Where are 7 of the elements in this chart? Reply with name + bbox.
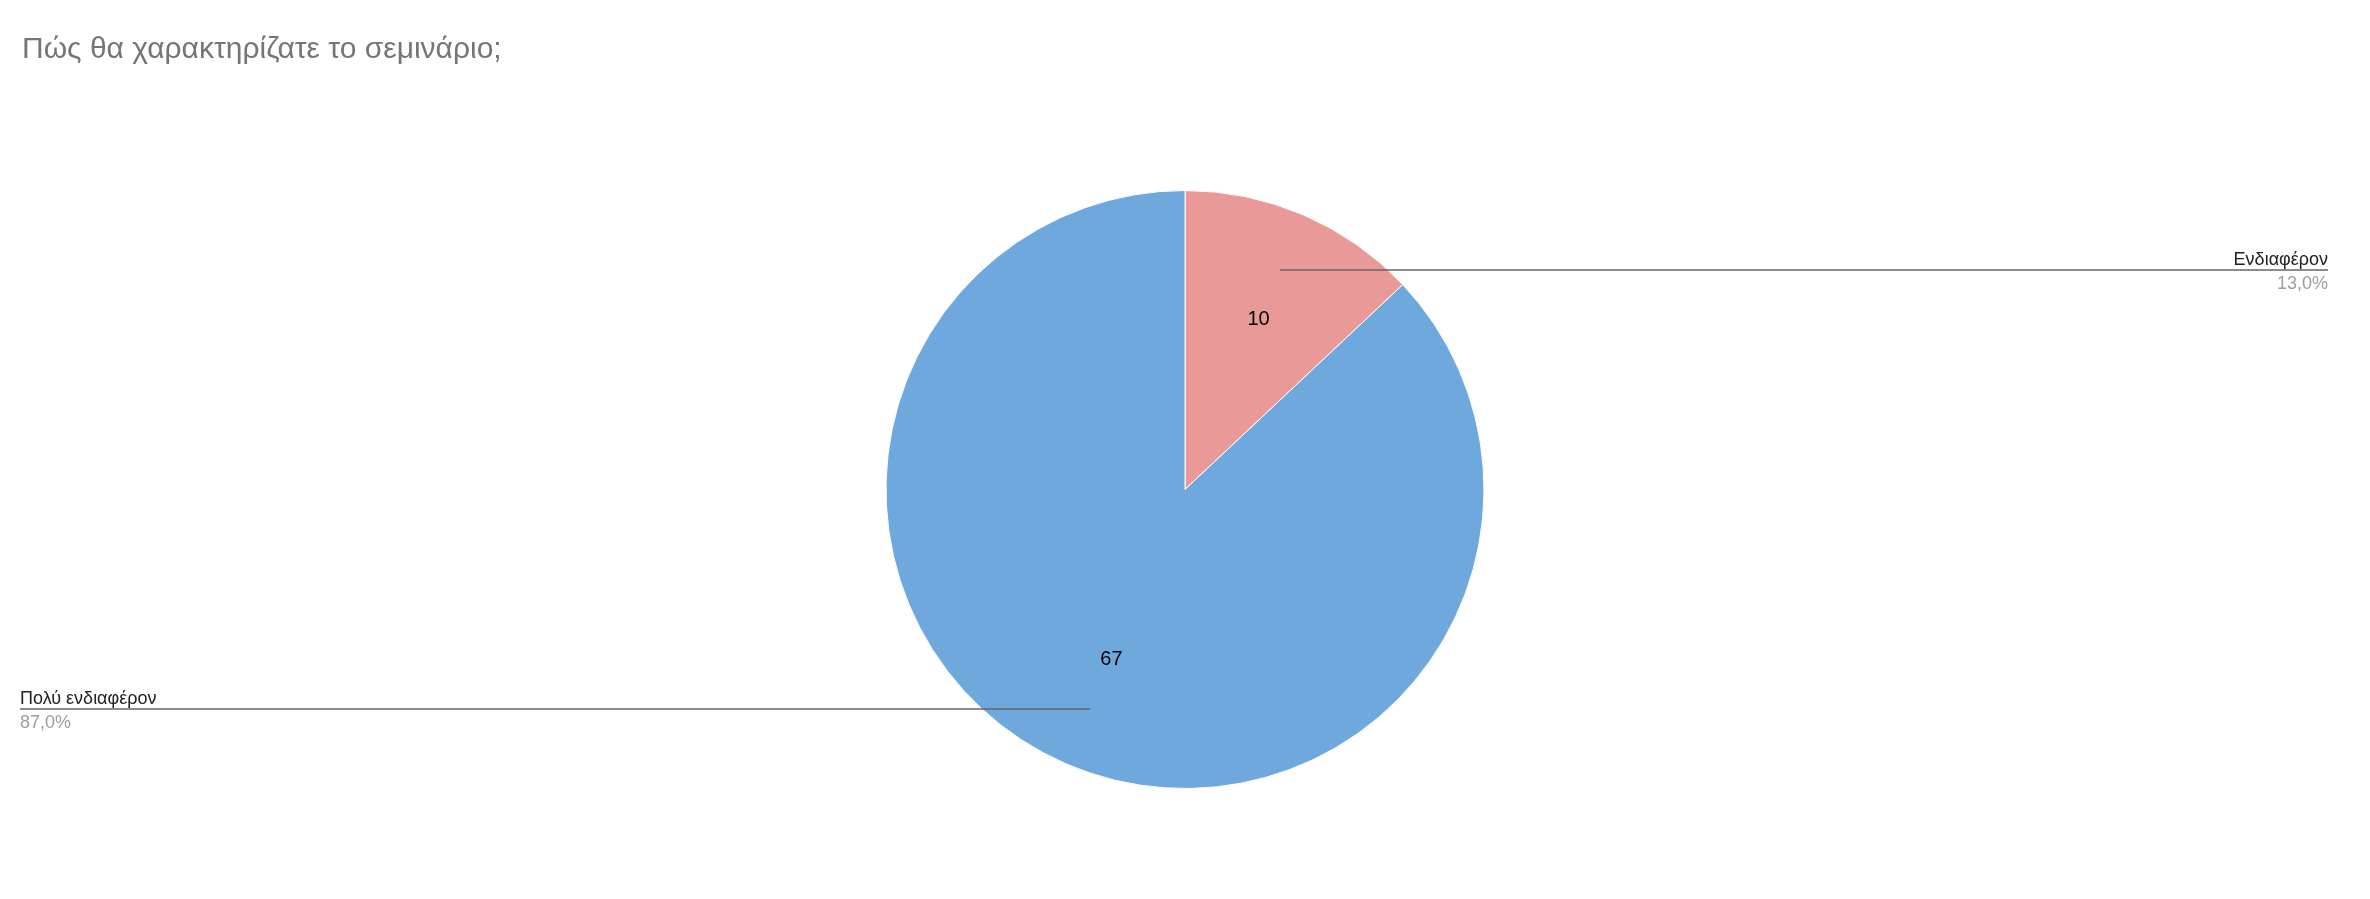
- text: 13,0%: [2276, 272, 2328, 293]
- text: 87,0%: [20, 712, 72, 733]
- data-label: 10: [1247, 306, 1270, 329]
- data-label: 67: [1100, 647, 1123, 670]
- slice-label: Ενδιαφέρον: [2233, 248, 2328, 269]
- slice-label: Πολύ ενδιαφέρον: [20, 688, 157, 709]
- chart-title: Πώς θα χαρακτηρίζατε το σεμινάριο;: [22, 31, 502, 64]
